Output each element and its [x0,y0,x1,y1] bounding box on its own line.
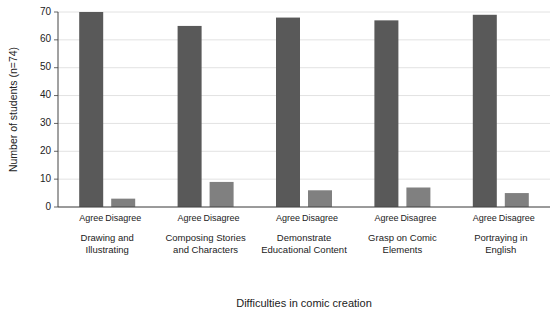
series-label: Disagree [105,213,141,223]
chart-container: 010203040506070AgreeDisagreeAgreeDisagre… [0,0,560,325]
y-tick-label: 20 [40,145,52,156]
y-tick-label: 60 [40,33,52,44]
y-tick-label: 70 [40,6,52,17]
series-label: Disagree [204,213,240,223]
y-tick [54,207,58,208]
category-label-line: Educational Content [261,244,347,255]
series-label: Agree [178,213,202,223]
bar [406,188,430,208]
category-label-line: Illustrating [86,244,129,255]
series-label: Disagree [302,213,338,223]
grid-line [58,12,550,13]
y-tick-label: 0 [45,201,51,212]
y-tick [54,12,58,13]
series-label: Agree [276,213,300,223]
bar [505,193,529,207]
y-tick-label: 30 [40,117,52,128]
bar [178,26,202,207]
category-label: Portraying inEnglish [474,232,527,255]
bar [111,199,135,207]
y-axis: 0 10 20 30 40 50 60 70 [40,6,550,212]
bar [79,12,103,207]
grid-line [58,207,550,208]
category-label-line: English [485,244,516,255]
category-label: Grasp on ComicElements [368,232,437,255]
bars [79,12,529,207]
category-label: Composing Storiesand Characters [165,232,246,255]
y-tick [54,67,58,68]
bar [276,18,300,207]
category-label-line: Grasp on Comic [368,232,437,243]
chart-svg: 010203040506070AgreeDisagreeAgreeDisagre… [0,0,560,325]
x-axis-title: Difficulties in comic creation [236,297,372,309]
series-label: Agree [374,213,398,223]
y-axis-title: Number of students (n=74) [7,47,19,172]
y-tick [54,151,58,152]
category-label-line: and Characters [173,244,238,255]
category-label: DemonstrateEducational Content [261,232,347,255]
x-axis-line [58,207,550,208]
series-label: Agree [473,213,497,223]
y-tick [54,39,58,40]
category-label-line: Elements [383,244,423,255]
category-label-line: Portraying in [474,232,527,243]
bar [473,15,497,207]
bar [308,190,332,207]
category-label-line: Composing Stories [165,232,246,243]
y-tick-label: 40 [40,89,52,100]
series-label: Agree [79,213,103,223]
y-tick [54,179,58,180]
category-label-line: Drawing and [81,232,134,243]
series-label: Disagree [499,213,535,223]
series-label: Disagree [400,213,436,223]
y-tick-label: 10 [40,173,52,184]
y-tick [54,95,58,96]
category-label-line: Demonstrate [277,232,331,243]
y-tick-label: 50 [40,61,52,72]
bar-labels: AgreeDisagreeAgreeDisagreeAgreeDisagreeA… [79,213,535,223]
x-axis: Drawing andIllustrating Composing Stories… [81,232,528,255]
y-axis-line [58,12,59,207]
y-tick [54,123,58,124]
category-label: Drawing andIllustrating [81,232,134,255]
bar [210,182,234,207]
bar [374,20,398,207]
